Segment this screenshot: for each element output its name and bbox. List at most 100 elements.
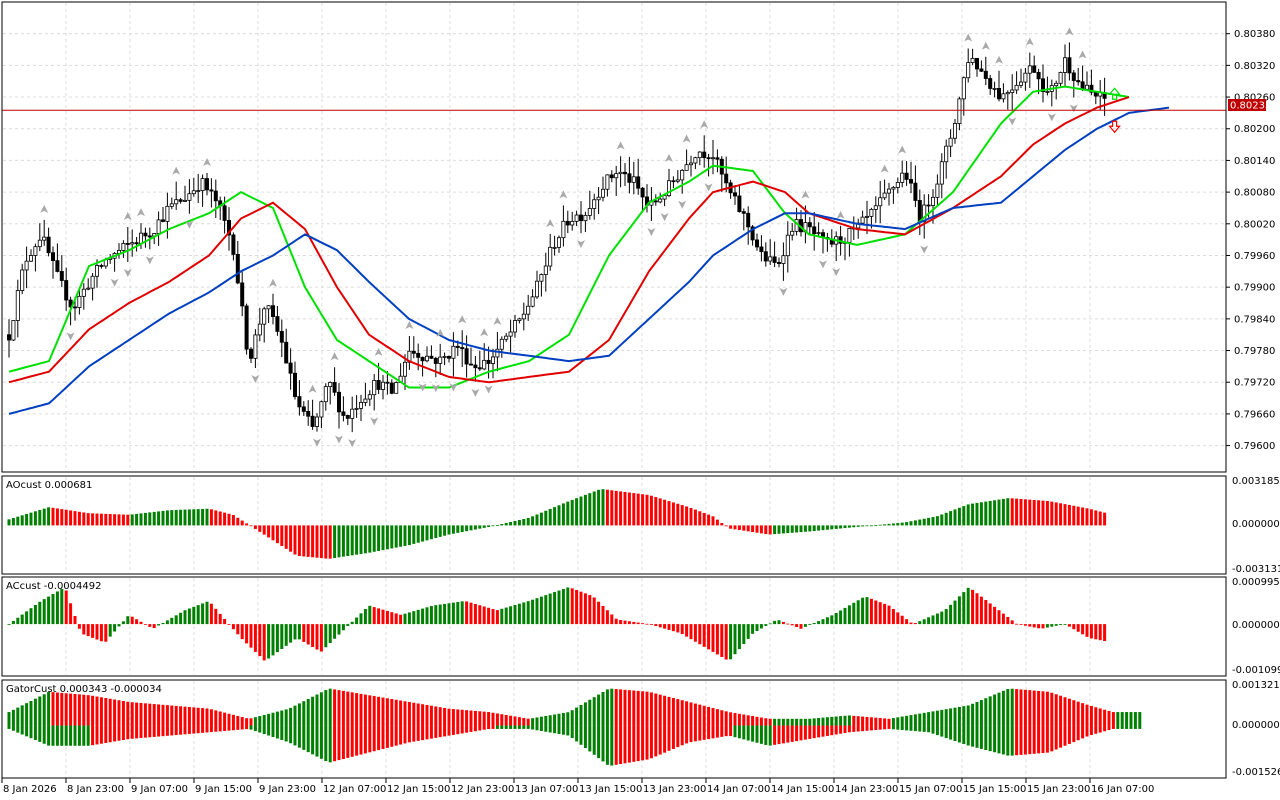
bullish-candle[interactable] [869,208,874,217]
bearish-candle[interactable] [389,382,394,394]
bearish-candle[interactable] [733,192,738,197]
bullish-candle[interactable] [781,255,786,264]
bullish-candle[interactable] [1054,82,1059,87]
bearish-candle[interactable] [772,256,777,263]
bearish-candle[interactable] [913,182,918,201]
bearish-candle[interactable] [446,355,451,359]
bullish-candle[interactable] [860,216,865,224]
bearish-candle[interactable] [759,246,764,253]
bullish-candle[interactable] [570,220,575,226]
bullish-candle[interactable] [424,355,429,362]
bearish-candle[interactable] [763,251,768,262]
bullish-candle[interactable] [882,192,887,199]
bullish-candle[interactable] [11,320,16,341]
bearish-candle[interactable] [345,415,350,419]
alligator-jaw-line[interactable] [8,106,1170,415]
alligator-lips-line[interactable] [8,85,1130,389]
bearish-candle[interactable] [983,70,988,79]
bullish-candle[interactable] [1019,81,1024,86]
bearish-candle[interactable] [7,334,12,341]
bearish-candle[interactable] [455,345,460,348]
bearish-candle[interactable] [160,219,165,222]
bullish-candle[interactable] [521,313,526,320]
bullish-candle[interactable] [684,164,689,171]
bearish-candle[interactable] [746,212,751,228]
bullish-candle[interactable] [816,232,821,235]
bearish-candle[interactable] [1036,71,1041,80]
bullish-candle[interactable] [121,243,126,251]
bearish-candle[interactable] [737,195,742,213]
bearish-candle[interactable] [724,173,729,184]
bullish-candle[interactable] [438,356,443,364]
bullish-candle[interactable] [1010,89,1015,93]
bullish-candle[interactable] [328,382,333,387]
bullish-candle[interactable] [592,199,597,209]
bullish-candle[interactable] [20,269,25,291]
bullish-candle[interactable] [499,338,504,350]
bearish-candle[interactable] [134,242,139,245]
bullish-candle[interactable] [693,157,698,164]
bearish-candle[interactable] [209,189,214,192]
bearish-candle[interactable] [73,306,78,309]
bearish-candle[interactable] [420,356,425,362]
bearish-candle[interactable] [909,179,914,184]
bullish-candle[interactable] [667,180,672,197]
bullish-candle[interactable] [130,242,135,245]
bullish-candle[interactable] [1023,72,1028,83]
bullish-candle[interactable] [530,296,535,307]
bullish-candle[interactable] [174,199,179,205]
bullish-candle[interactable] [689,162,694,166]
bearish-candle[interactable] [376,380,381,390]
bullish-candle[interactable] [631,176,636,183]
bullish-candle[interactable] [367,394,372,400]
bearish-candle[interactable] [385,381,390,384]
bullish-candle[interactable] [323,386,328,403]
bearish-candle[interactable] [292,372,297,397]
bullish-candle[interactable] [790,230,795,236]
bearish-candle[interactable] [460,347,465,350]
bullish-candle[interactable] [169,203,174,207]
bullish-candle[interactable] [319,401,324,418]
bullish-candle[interactable] [42,236,47,241]
bullish-candle[interactable] [354,407,359,410]
bullish-candle[interactable] [182,199,187,202]
bearish-candle[interactable] [706,157,711,160]
bullish-candle[interactable] [887,188,892,194]
bullish-candle[interactable] [601,188,606,198]
bearish-candle[interactable] [1041,78,1046,93]
bearish-candle[interactable] [750,226,755,241]
bearish-candle[interactable] [297,396,302,408]
bullish-candle[interactable] [948,137,953,147]
bearish-candle[interactable] [301,406,306,412]
bullish-candle[interactable] [957,98,962,124]
bearish-candle[interactable] [284,341,289,364]
bullish-candle[interactable] [539,274,544,282]
bearish-candle[interactable] [477,367,482,370]
bullish-candle[interactable] [574,214,579,222]
bearish-candle[interactable] [997,88,1002,100]
bullish-candle[interactable] [785,234,790,257]
bearish-candle[interactable] [429,355,434,359]
bullish-candle[interactable] [15,290,20,321]
bullish-candle[interactable] [191,190,196,195]
bullish-candle[interactable] [865,215,870,218]
bearish-candle[interactable] [46,236,51,254]
bullish-candle[interactable] [961,77,966,100]
bullish-candle[interactable] [253,334,258,359]
bullish-candle[interactable] [358,402,363,409]
bullish-candle[interactable] [380,381,385,390]
bearish-candle[interactable] [147,235,152,238]
bearish-candle[interactable] [807,222,812,228]
bullish-candle[interactable] [196,190,201,192]
bullish-candle[interactable] [508,331,513,337]
bearish-candle[interactable] [51,252,56,262]
bullish-candle[interactable] [1027,65,1032,74]
bearish-candle[interactable] [231,234,236,255]
bearish-candle[interactable] [244,305,249,350]
price-scale[interactable]: 0.80380 0.80320 0.80260 0.80200 0.80140 0.800… [1226,29,1275,452]
bearish-candle[interactable] [416,352,421,358]
bearish-candle[interactable] [755,239,760,248]
bullish-candle[interactable] [658,198,663,203]
bullish-candle[interactable] [504,335,509,340]
bearish-candle[interactable] [204,178,209,191]
